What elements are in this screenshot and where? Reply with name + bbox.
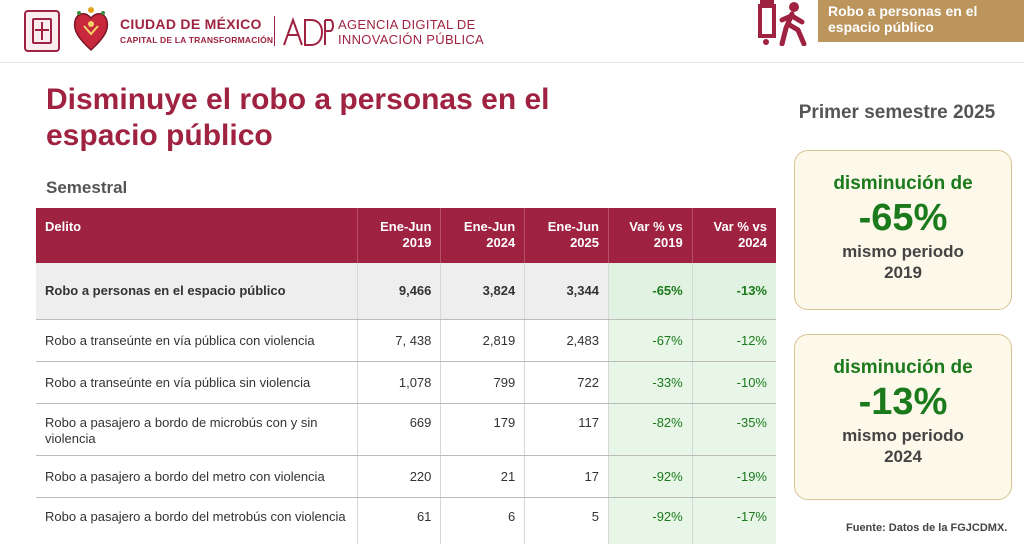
cell-var-2019: -67%	[608, 319, 693, 362]
cell-var-2019: -92%	[608, 497, 693, 544]
cell-2025: 5	[524, 497, 609, 544]
top-section-label: Robo a personas en el espacio público	[818, 0, 1024, 42]
cell-2024: 799	[440, 361, 525, 404]
cell-delito: Robo a pasajero a bordo del metrobús con…	[45, 508, 346, 524]
table-row: Robo a pasajero a bordo de microbús con …	[36, 403, 776, 456]
cell-2024: 6	[440, 497, 525, 544]
table-row: Robo a transeúnte en vía pública con vio…	[36, 319, 776, 362]
agency-name-line-2: INNOVACIÓN PÚBLICA	[338, 32, 485, 47]
cell-2019: 9,466	[356, 263, 441, 320]
cell-2019: 669	[356, 403, 441, 456]
header-ene-jun-2019: Ene-Jun 2019	[356, 208, 441, 263]
cell-var-2024: -10%	[691, 361, 776, 404]
cell-var-2024: -12%	[691, 319, 776, 362]
cell-2025: 17	[524, 455, 609, 498]
cell-2019: 220	[356, 455, 441, 498]
table-row: Robo a transeúnte en vía pública sin vio…	[36, 361, 776, 404]
city-name: CIUDAD DE MÉXICO	[120, 16, 262, 32]
city-tagline: CAPITAL DE LA TRANSFORMACIÓN	[120, 35, 274, 45]
cell-var-2024: -35%	[691, 403, 776, 456]
cell-var-2019: -82%	[608, 403, 693, 456]
card-lead: disminución de	[833, 357, 973, 378]
source-note: Fuente: Datos de la FGJCDMX.	[846, 522, 1008, 534]
city-shield-icon	[24, 10, 60, 52]
header-var-2024: Var % vs 2024	[691, 208, 776, 263]
header-separator	[0, 62, 1024, 63]
pedestrian-robbery-icon	[758, 0, 807, 46]
summary-card-2024: disminución de -13% mismo periodo 2024	[794, 334, 1012, 500]
header-ene-jun-2025: Ene-Jun 2025	[524, 208, 609, 263]
table-header-row: Delito Ene-Jun 2019 Ene-Jun 2024 Ene-Jun 20…	[36, 208, 776, 263]
cell-2025: 722	[524, 361, 609, 404]
cell-2019: 61	[356, 497, 441, 544]
cell-delito: Robo a pasajero a bordo de microbús con …	[36, 403, 358, 456]
cell-var-2019: -92%	[608, 455, 693, 498]
robbery-table: Delito Ene-Jun 2019 Ene-Jun 2024 Ene-Jun 20…	[36, 208, 776, 544]
card-lead: disminución de	[833, 173, 973, 194]
summary-card-2019: disminución de -65% mismo periodo 2019	[794, 150, 1012, 310]
cell-var-2024: -13%	[691, 263, 776, 320]
cell-2025: 117	[524, 403, 609, 456]
cell-var-2024: -19%	[691, 455, 776, 498]
cell-2025: 3,344	[524, 263, 609, 320]
cell-delito: Robo a personas en el espacio público	[36, 263, 358, 320]
table-subtitle: Semestral	[46, 178, 128, 197]
header-delito: Delito	[36, 208, 358, 263]
card-value: -13%	[858, 381, 948, 423]
header-var-2019: Var % vs 2019	[608, 208, 693, 263]
period-label: Primer semestre 2025	[798, 102, 996, 123]
agency-name: AGENCIA DIGITAL DE INNOVACIÓN PÚBLICA	[338, 17, 484, 47]
cell-2024: 3,824	[440, 263, 525, 320]
cell-2019: 7, 438	[356, 319, 441, 362]
table-row-total: Robo a personas en el espacio público 9,…	[36, 263, 776, 320]
cell-2024: 21	[440, 455, 525, 498]
cell-2025: 2,483	[524, 319, 609, 362]
cell-2024: 2,819	[440, 319, 525, 362]
card-tail: mismo periodo 2024	[842, 426, 964, 466]
header-divider	[274, 16, 275, 46]
cell-var-2024: -17%	[691, 497, 776, 544]
heart-emblem-icon	[73, 7, 109, 52]
cell-delito: Robo a transeúnte en vía pública con vio…	[36, 319, 358, 362]
table-row: Robo a pasajero a bordo del metrobús con…	[36, 497, 776, 544]
cell-2019: 1,078	[356, 361, 441, 404]
table-row: Robo a pasajero a bordo del metro con vi…	[36, 455, 776, 498]
header-ene-jun-2024: Ene-Jun 2024	[440, 208, 525, 263]
cell-var-2019: -65%	[608, 263, 693, 320]
cell-delito: Robo a pasajero a bordo del metro con vi…	[36, 455, 358, 498]
agency-name-line-1: AGENCIA DIGITAL DE	[338, 17, 476, 32]
card-value: -65%	[858, 197, 948, 239]
cell-var-2019: -33%	[608, 361, 693, 404]
adip-logo-icon	[283, 17, 334, 46]
cell-delito: Robo a transeúnte en vía pública sin vio…	[36, 361, 358, 404]
cell-2024: 179	[440, 403, 525, 456]
card-tail: mismo periodo 2019	[842, 242, 964, 282]
page-title: Disminuye el robo a personas en el espac…	[46, 83, 550, 152]
